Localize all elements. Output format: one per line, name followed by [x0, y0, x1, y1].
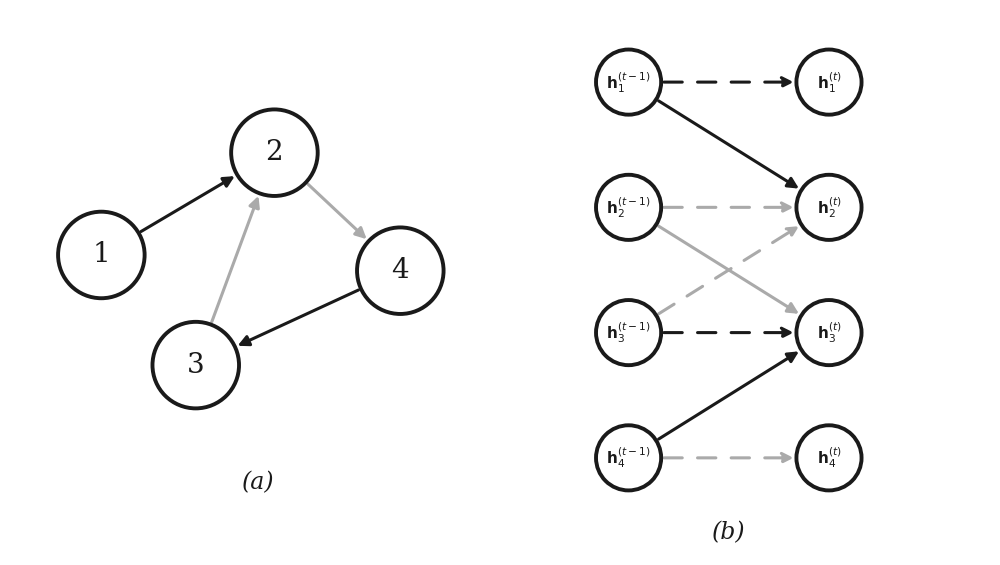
Circle shape [796, 300, 862, 365]
Text: $\mathbf{h}_{1}^{(t-1)}$: $\mathbf{h}_{1}^{(t-1)}$ [606, 69, 651, 94]
Circle shape [152, 322, 239, 408]
Text: 2: 2 [266, 139, 283, 166]
Text: $\mathbf{h}_{4}^{(t)}$: $\mathbf{h}_{4}^{(t)}$ [817, 445, 841, 470]
Circle shape [796, 425, 862, 490]
Text: $\mathbf{h}_{2}^{(t)}$: $\mathbf{h}_{2}^{(t)}$ [817, 195, 841, 220]
Text: $\mathbf{h}_{4}^{(t-1)}$: $\mathbf{h}_{4}^{(t-1)}$ [606, 445, 651, 470]
Circle shape [796, 50, 862, 115]
Circle shape [596, 300, 661, 365]
Circle shape [58, 212, 145, 298]
Circle shape [796, 175, 862, 240]
Text: $\mathbf{h}_{3}^{(t-1)}$: $\mathbf{h}_{3}^{(t-1)}$ [606, 320, 651, 345]
Text: 3: 3 [187, 351, 205, 379]
Circle shape [596, 175, 661, 240]
Text: (a): (a) [242, 472, 275, 494]
Text: $\mathbf{h}_{2}^{(t-1)}$: $\mathbf{h}_{2}^{(t-1)}$ [606, 195, 651, 220]
Text: (b): (b) [712, 521, 746, 545]
Circle shape [357, 228, 444, 314]
Text: 1: 1 [92, 241, 110, 268]
Circle shape [231, 110, 318, 196]
Circle shape [596, 425, 661, 490]
Text: $\mathbf{h}_{1}^{(t)}$: $\mathbf{h}_{1}^{(t)}$ [817, 69, 841, 94]
Circle shape [596, 50, 661, 115]
Text: $\mathbf{h}_{3}^{(t)}$: $\mathbf{h}_{3}^{(t)}$ [817, 320, 841, 345]
Text: 4: 4 [391, 257, 409, 284]
